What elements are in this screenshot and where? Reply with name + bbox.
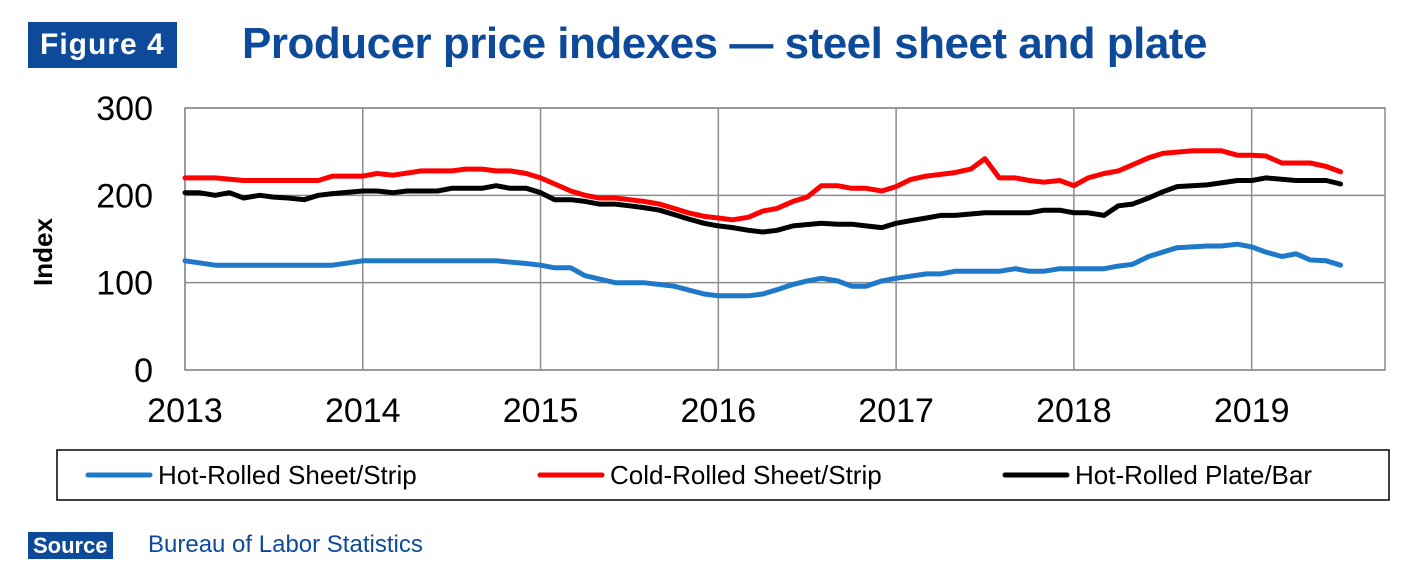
legend-label-2: Hot-Rolled Plate/Bar	[1075, 460, 1312, 490]
grid-layer	[184, 107, 1386, 371]
tick-layer: 0 100 200 300 2013 2014 2015 2016 2017 2018 2019	[96, 90, 1289, 430]
x-tick-label: 2015	[503, 392, 579, 430]
x-tick-label: 2017	[858, 392, 934, 430]
y-tick-label: 200	[96, 177, 153, 215]
figure-label-badge: Figure 4	[28, 22, 177, 68]
x-tick-label: 2018	[1036, 392, 1112, 430]
series-line-1	[182, 148, 1344, 223]
x-tick-label: 2016	[681, 392, 757, 430]
chart-title: Producer price indexes — steel sheet and…	[242, 19, 1207, 68]
series-line-0	[182, 241, 1344, 299]
legend-label-0: Hot-Rolled Sheet/Strip	[158, 460, 417, 490]
y-tick-label: 100	[96, 265, 153, 303]
legend-box	[56, 449, 1390, 501]
y-tick-label: 0	[134, 352, 153, 390]
line-chart: 0 100 200 300 2013 2014 2015 2016 2017 2018 2019 I…	[28, 90, 1390, 501]
x-tick-label: 2019	[1214, 392, 1290, 430]
y-axis-label: Index	[28, 218, 58, 286]
series-layer	[182, 148, 1344, 299]
legend: Hot-Rolled Sheet/Strip Cold-Rolled Sheet/…	[56, 449, 1390, 501]
plot-border	[184, 107, 1386, 371]
y-tick-label: 300	[96, 90, 153, 128]
series-line-2	[182, 175, 1344, 235]
x-tick-label: 2013	[147, 392, 223, 430]
source-label-badge: Source	[28, 532, 113, 559]
source-text: Bureau of Labor Statistics	[148, 531, 423, 558]
legend-label-1: Cold-Rolled Sheet/Strip	[610, 460, 882, 490]
x-tick-label: 2014	[325, 392, 401, 430]
